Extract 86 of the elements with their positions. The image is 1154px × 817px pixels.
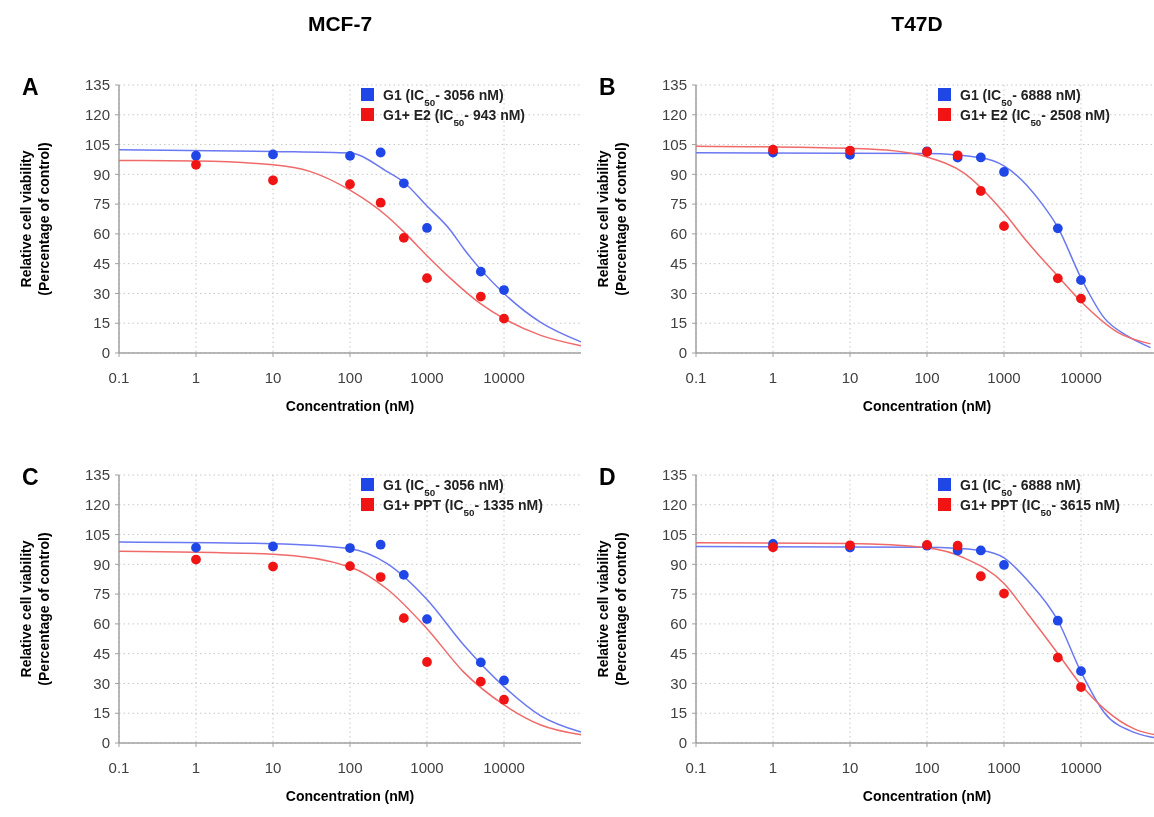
x-tick-label: 10 [264,759,282,776]
x-tick-label: 1000 [987,369,1021,386]
y-tick-label: 30 [93,674,110,692]
y-tick-label: 30 [93,284,110,302]
y-tick-label: 90 [93,555,110,573]
x-tick-label: 10000 [1060,369,1102,386]
legend-label: G1 (IC$_{50}$- 3056 nM) [383,87,504,108]
x-tick-label: 0.1 [685,369,707,386]
y-tick-label: 105 [661,135,687,153]
x-axis-title: Concentration (nM) [862,398,992,414]
x-tick-label: 1000 [410,759,444,776]
y-tick-label: 30 [670,674,687,692]
x-tick-label: 10 [841,759,859,776]
y-tick-label: 105 [84,135,110,153]
y-tick-label: 60 [670,615,687,633]
y-tick-label: 120 [661,496,687,514]
y-tick-label: 45 [93,254,110,272]
y-tick-label: 60 [93,225,110,243]
x-tick-label: 0.1 [685,759,707,776]
text: C [22,464,39,490]
y-tick-label: 75 [93,195,110,213]
y-tick-label: 90 [670,165,687,183]
y-tick-label: 45 [670,644,687,662]
x-tick-label: 100 [914,369,940,386]
y-tick-label: 120 [84,496,110,514]
y-tick-label: 45 [670,254,687,272]
x-axis-title: Concentration (nM) [285,788,415,804]
x-tick-label: 10000 [483,369,525,386]
x-tick-label: 1 [191,759,201,776]
y-axis-title: Relative cell viability (Percentage of control) [595,532,629,686]
y-tick-label: 105 [84,525,110,543]
y-tick-label: 135 [84,76,110,94]
x-tick-label: 1000 [410,369,444,386]
y-tick-label: 15 [670,704,687,722]
y-tick-label: 30 [670,284,687,302]
y-tick-label: 15 [93,704,110,722]
y-tick-label: 120 [84,106,110,124]
x-tick-label: 0.1 [108,369,130,386]
y-tick-label: 15 [93,314,110,332]
y-axis-title: Relative cell viability (Percentage of control) [595,142,629,296]
y-tick-label: 135 [84,466,110,484]
legend-label: G1 (IC$_{50}$- 6888 nM) [960,477,1081,498]
x-tick-label: 10 [264,369,282,386]
x-axis-title: Concentration (nM) [285,398,415,414]
y-tick-label: 75 [670,195,687,213]
y-tick-label: 120 [661,106,687,124]
y-tick-label: 0 [678,344,687,362]
y-tick-label: 0 [678,734,687,752]
y-tick-label: 15 [670,314,687,332]
x-tick-label: 10000 [483,759,525,776]
x-tick-label: 0.1 [108,759,130,776]
x-tick-label: 1 [768,759,778,776]
text: B [599,74,616,100]
y-tick-label: 75 [670,585,687,603]
y-tick-label: 135 [661,466,687,484]
y-tick-label: 105 [661,525,687,543]
x-tick-label: 100 [337,759,363,776]
legend-label: G1 (IC$_{50}$- 3056 nM) [383,477,504,498]
chart-title: T47D [891,12,943,35]
chart-title: MCF-7 [307,12,373,35]
legend-label: G1+ PPT (IC$_{50}$- 3615 nM) [960,497,1120,518]
y-tick-label: 0 [101,734,110,752]
x-tick-label: 100 [914,759,940,776]
legend-label: G1+ E2 (IC$_{50}$- 2508 nM) [960,107,1110,128]
text: D [599,464,616,490]
text: A [22,74,39,100]
x-tick-label: 100 [337,369,363,386]
y-tick-label: 45 [93,644,110,662]
x-tick-label: 1000 [987,759,1021,776]
y-axis-title: Relative cell viability (Percentage of control) [18,532,52,686]
y-axis-title: Relative cell viability (Percentage of control) [18,142,52,296]
y-tick-label: 75 [93,585,110,603]
legend-label: G1+ PPT (IC$_{50}$- 1335 nM) [383,497,543,518]
x-tick-label: 10 [841,369,859,386]
x-tick-label: 1 [768,369,778,386]
x-axis-title: Concentration (nM) [862,788,992,804]
x-tick-label: 1 [191,369,201,386]
y-tick-label: 60 [93,615,110,633]
y-tick-label: 0 [101,344,110,362]
x-tick-label: 10000 [1060,759,1102,776]
legend-label: G1 (IC$_{50}$- 6888 nM) [960,87,1081,108]
y-tick-label: 60 [670,225,687,243]
y-tick-label: 135 [661,76,687,94]
legend-label: G1+ E2 (IC$_{50}$- 943 nM) [383,107,526,128]
y-tick-label: 90 [93,165,110,183]
y-tick-label: 90 [670,555,687,573]
